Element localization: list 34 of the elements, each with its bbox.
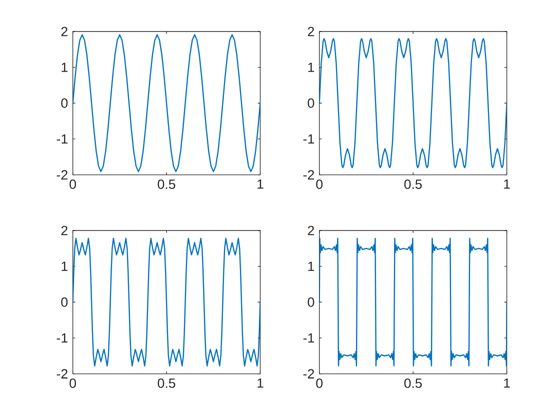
y-tick-label: 2 — [308, 26, 314, 36]
y-tick-label: 0 — [61, 98, 68, 108]
y-tick-label: -2 — [303, 170, 314, 180]
x-tick-label: 1 — [258, 378, 264, 388]
y-tick-label: 2 — [61, 226, 68, 236]
x-tick-label: 0 — [316, 180, 323, 189]
y-tick-label: -1 — [303, 134, 314, 144]
x-tick-label: 1 — [504, 179, 510, 189]
y-tick-label: 0 — [61, 297, 68, 307]
y-tick-label: -1 — [303, 333, 314, 343]
y-tick-label: -1 — [56, 134, 68, 144]
y-tick-label: -2 — [303, 369, 314, 378]
y-tick-label: 0 — [308, 98, 314, 108]
x-tick-label: 0.5 — [158, 180, 176, 189]
y-tick-label: 2 — [61, 26, 68, 36]
x-tick-label: 1 — [504, 378, 510, 388]
x-tick-label: 0.5 — [158, 378, 176, 388]
y-tick-label: -2 — [56, 369, 68, 378]
x-tick-label: 0 — [316, 378, 323, 388]
x-tick-label: 0 — [70, 378, 76, 388]
x-tick-label: 0 — [70, 180, 76, 189]
line-series — [72, 238, 260, 367]
x-tick-label: 0.5 — [404, 378, 422, 388]
y-tick-label: 0 — [308, 297, 314, 307]
line-series — [319, 38, 507, 168]
y-tick-label: 1 — [308, 62, 314, 72]
y-tick-label: 1 — [62, 62, 68, 72]
x-tick-label: 1 — [258, 179, 264, 189]
y-tick-label: 1 — [308, 262, 314, 271]
x-tick-label: 0.5 — [404, 180, 422, 189]
y-tick-label: 1 — [62, 262, 68, 271]
y-tick-label: 2 — [308, 226, 314, 236]
y-tick-label: -2 — [56, 170, 68, 180]
y-tick-label: -1 — [56, 333, 68, 343]
